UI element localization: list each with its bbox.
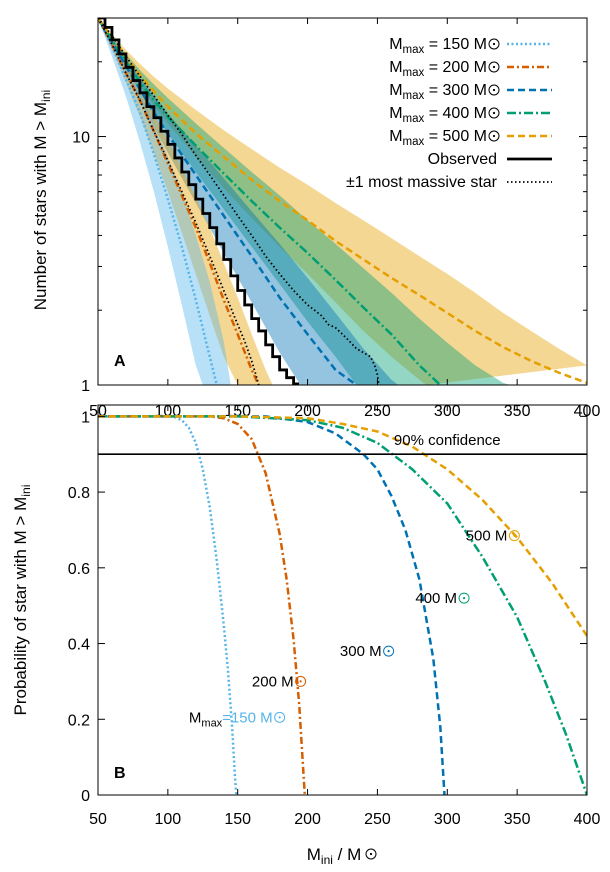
y-tick-label: 0.8 xyxy=(68,485,90,502)
legend-entry: Mmax = 150 M xyxy=(389,36,552,56)
probability-line-4 xyxy=(98,415,587,637)
solar-mass-symbol xyxy=(488,107,500,119)
band-4 xyxy=(98,18,587,385)
y-tick-label: 0 xyxy=(81,788,90,805)
legend-entry: Mmax = 500 M xyxy=(389,128,552,148)
legend-entry: Mmax = 300 M xyxy=(389,82,552,102)
curve-label: Mmax=150 M xyxy=(189,709,273,729)
x-tick-label: 350 xyxy=(504,403,531,420)
solar-mass-symbol xyxy=(488,61,500,73)
probability-line-2 xyxy=(98,415,446,795)
panel-label: B xyxy=(114,765,126,782)
minus-one-line xyxy=(98,18,260,385)
confidence-bands xyxy=(98,18,587,385)
legend-label: Mmax = 300 M xyxy=(389,82,487,102)
legend-entry: Mmax = 200 M xyxy=(389,59,552,79)
curve-label: 300 M xyxy=(340,643,382,660)
y-tick-label: 1 xyxy=(81,409,90,426)
x-tick-label: 200 xyxy=(294,403,321,420)
band-0 xyxy=(98,18,231,385)
y-tick-label: 0.4 xyxy=(68,637,90,654)
solar-mass-symbol xyxy=(488,38,500,50)
curve-label: 200 M xyxy=(252,673,294,690)
solar-mass-symbol xyxy=(508,530,520,542)
legend-label: Mmax = 150 M xyxy=(389,36,487,56)
probability-line-3 xyxy=(98,415,587,795)
curve-label: 400 M xyxy=(415,590,457,607)
solar-mass-symbol xyxy=(458,592,470,604)
curve-label: 500 M xyxy=(466,528,508,545)
x-tick-label: 200 xyxy=(294,811,321,828)
panel-b: 90% confidence Mmax=150 M 200 M 300 M 400 M 5… xyxy=(11,404,601,867)
x-axis-label: Mini / M xyxy=(307,845,362,867)
y-axis-label: Probability of star with M > Mini xyxy=(11,485,33,716)
band-3 xyxy=(98,18,511,385)
solar-mass-symbol xyxy=(274,711,286,723)
series-lines xyxy=(98,18,587,385)
series-line-4 xyxy=(98,18,587,385)
legend-entry: Observed xyxy=(428,151,552,168)
legend-label: Mmax = 500 M xyxy=(389,128,487,148)
confidence-label: 90% confidence xyxy=(394,432,501,449)
panel-b-frame xyxy=(97,404,588,796)
series-line-1 xyxy=(98,18,260,385)
probability-line-0 xyxy=(98,415,238,795)
x-tick-label: 350 xyxy=(504,811,531,828)
legend-entry: Mmax = 400 M xyxy=(389,105,552,125)
y-tick-label: 0.6 xyxy=(68,561,90,578)
solar-mass-symbol xyxy=(488,130,500,142)
solar-mass-symbol xyxy=(488,84,500,96)
x-tick-label: 300 xyxy=(434,811,461,828)
band-1 xyxy=(98,18,273,385)
series-lines-b xyxy=(98,415,587,795)
x-tick-label: 300 xyxy=(434,403,461,420)
legend-label: Mmax = 400 M xyxy=(389,105,487,125)
legend-label: Observed xyxy=(428,151,497,168)
y-tick-label: 0.2 xyxy=(68,712,90,729)
y-tick-label: 10 xyxy=(72,130,90,147)
y-axis-label: Number of stars with M > Mini xyxy=(31,90,53,311)
x-tick-label: 150 xyxy=(224,811,251,828)
solar-mass-symbol xyxy=(365,848,377,860)
legend-label: Mmax = 200 M xyxy=(389,59,487,79)
x-tick-label: 250 xyxy=(364,403,391,420)
x-tick-label: 50 xyxy=(89,811,107,828)
series-line-0 xyxy=(98,18,218,385)
x-tick-label: 100 xyxy=(155,811,182,828)
legend-label: ±1 most massive star xyxy=(346,174,498,191)
legend: Mmax = 150 M Mmax = 200 M Mmax = 300 M Mmax… xyxy=(346,36,552,191)
panel-a-frame xyxy=(97,17,588,386)
probability-line-1 xyxy=(98,415,307,795)
panel-label: A xyxy=(114,353,126,370)
x-tick-label: 400 xyxy=(574,811,601,828)
y-tick-label: 1 xyxy=(81,378,90,395)
plus-one-line xyxy=(98,18,380,385)
solar-mass-symbol xyxy=(295,675,307,687)
solar-mass-symbol xyxy=(383,645,395,657)
x-tick-label: 250 xyxy=(364,811,391,828)
legend-entry: ±1 most massive star xyxy=(346,174,552,191)
series-line-5 xyxy=(98,18,300,385)
